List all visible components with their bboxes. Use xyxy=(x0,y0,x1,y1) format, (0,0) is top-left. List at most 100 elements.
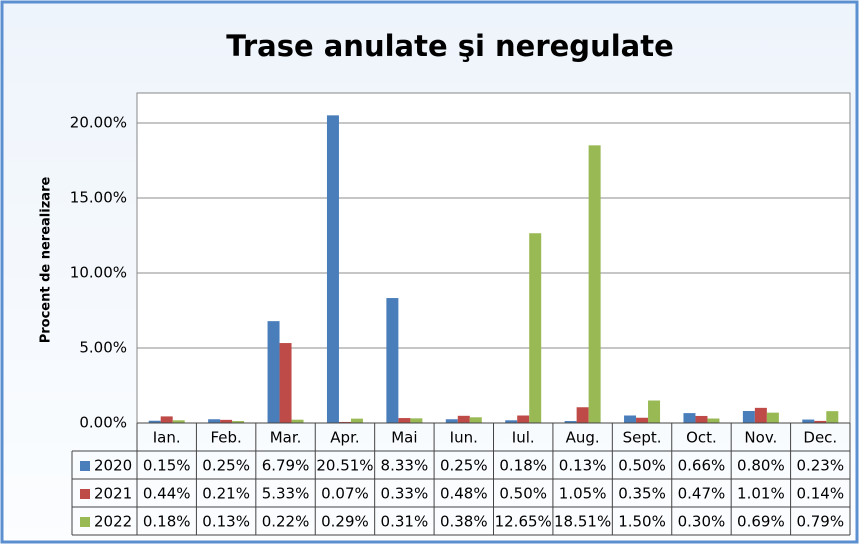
table-cell: 0.48% xyxy=(440,485,488,503)
table-cell: 0.25% xyxy=(202,457,250,475)
chart-title: Trase anulate şi neregulate xyxy=(226,29,674,63)
x-tick-label: Iul. xyxy=(512,429,535,447)
bar xyxy=(469,417,482,423)
y-tick-label: 15.00% xyxy=(70,189,127,207)
x-tick-label: Apr. xyxy=(330,429,359,447)
x-tick-label: Dec. xyxy=(803,429,837,447)
bar xyxy=(457,415,470,423)
bar xyxy=(683,413,696,423)
table-cell: 0.14% xyxy=(796,485,844,503)
y-axis-label: Procent de nerealizare xyxy=(39,177,54,344)
y-tick-label: 20.00% xyxy=(70,114,127,132)
table-cell: 0.33% xyxy=(381,485,429,503)
table-cell: 0.29% xyxy=(321,513,369,531)
bar xyxy=(279,343,292,423)
bar xyxy=(208,419,221,423)
table-cell: 0.25% xyxy=(440,457,488,475)
table-cell: 0.13% xyxy=(559,457,607,475)
bar xyxy=(636,417,649,423)
bar xyxy=(326,115,339,423)
bar xyxy=(648,400,661,423)
x-tick-label: Ian. xyxy=(153,429,181,447)
table-cell: 0.35% xyxy=(618,485,666,503)
bar xyxy=(517,415,530,423)
table-cell: 0.15% xyxy=(143,457,191,475)
table-cell: 18.51% xyxy=(554,513,611,531)
bar xyxy=(386,298,399,423)
table-cell: 0.38% xyxy=(440,513,488,531)
x-tick-label: Nov. xyxy=(744,429,777,447)
legend-label: 2021 xyxy=(94,485,132,503)
table-cell: 0.22% xyxy=(262,513,310,531)
bar xyxy=(766,412,779,423)
legend-label: 2022 xyxy=(94,513,132,531)
table-cell: 0.18% xyxy=(499,457,547,475)
bar xyxy=(529,233,542,423)
table-cell: 6.79% xyxy=(262,457,310,475)
bar xyxy=(588,145,601,423)
y-tick-label: 0.00% xyxy=(79,414,127,432)
table-cell: 0.13% xyxy=(202,513,250,531)
table-cell: 1.50% xyxy=(618,513,666,531)
x-tick-label: Mai xyxy=(391,429,417,447)
table-cell: 8.33% xyxy=(381,457,429,475)
bar xyxy=(576,407,589,423)
bar xyxy=(814,420,827,423)
bar xyxy=(754,407,767,423)
table-cell: 0.21% xyxy=(202,485,250,503)
bar xyxy=(445,419,458,423)
table-cell: 0.50% xyxy=(499,485,547,503)
bar xyxy=(802,419,815,423)
table-cell: 0.44% xyxy=(143,485,191,503)
table-cell: 0.31% xyxy=(381,513,429,531)
y-tick-label: 5.00% xyxy=(79,339,127,357)
legend-key xyxy=(80,489,90,499)
x-tick-label: Mar. xyxy=(270,429,302,447)
table-cell: 0.66% xyxy=(678,457,726,475)
bar xyxy=(148,420,161,423)
x-tick-label: Feb. xyxy=(210,429,241,447)
table-cell: 0.80% xyxy=(737,457,785,475)
x-tick-label: Aug. xyxy=(566,429,600,447)
bar xyxy=(220,419,233,423)
table-cell: 5.33% xyxy=(262,485,310,503)
table-cell: 0.69% xyxy=(737,513,785,531)
y-tick-label: 10.00% xyxy=(70,264,127,282)
x-tick-label: Sept. xyxy=(623,429,662,447)
legend-label: 2020 xyxy=(94,457,132,475)
table-cell: 0.30% xyxy=(678,513,726,531)
bar xyxy=(742,411,755,423)
bar xyxy=(160,416,173,423)
bar xyxy=(350,418,363,423)
table-cell: 0.07% xyxy=(321,485,369,503)
bar xyxy=(624,415,637,423)
x-tick-label: Iun. xyxy=(450,429,478,447)
plot-area xyxy=(136,92,851,424)
table-cell: 0.79% xyxy=(796,513,844,531)
bar xyxy=(695,415,708,423)
bar xyxy=(398,418,411,423)
bar xyxy=(505,420,518,423)
table-cell: 1.01% xyxy=(737,485,785,503)
table-cell: 1.05% xyxy=(559,485,607,503)
table-cell: 12.65% xyxy=(495,513,552,531)
bar xyxy=(291,419,304,423)
table-cell: 0.47% xyxy=(678,485,726,503)
bar xyxy=(410,418,423,423)
bar xyxy=(564,421,577,423)
bar xyxy=(826,411,839,423)
bar xyxy=(338,421,351,423)
table-cell: 0.50% xyxy=(618,457,666,475)
legend-key xyxy=(80,517,90,527)
bar xyxy=(172,420,185,423)
x-tick-label: Oct. xyxy=(686,429,717,447)
table-cell: 20.51% xyxy=(316,457,373,475)
legend-key xyxy=(80,461,90,471)
bar xyxy=(707,418,720,423)
table-cell: 0.23% xyxy=(796,457,844,475)
bar xyxy=(267,321,280,423)
bar xyxy=(232,421,245,423)
table-cell: 0.18% xyxy=(143,513,191,531)
